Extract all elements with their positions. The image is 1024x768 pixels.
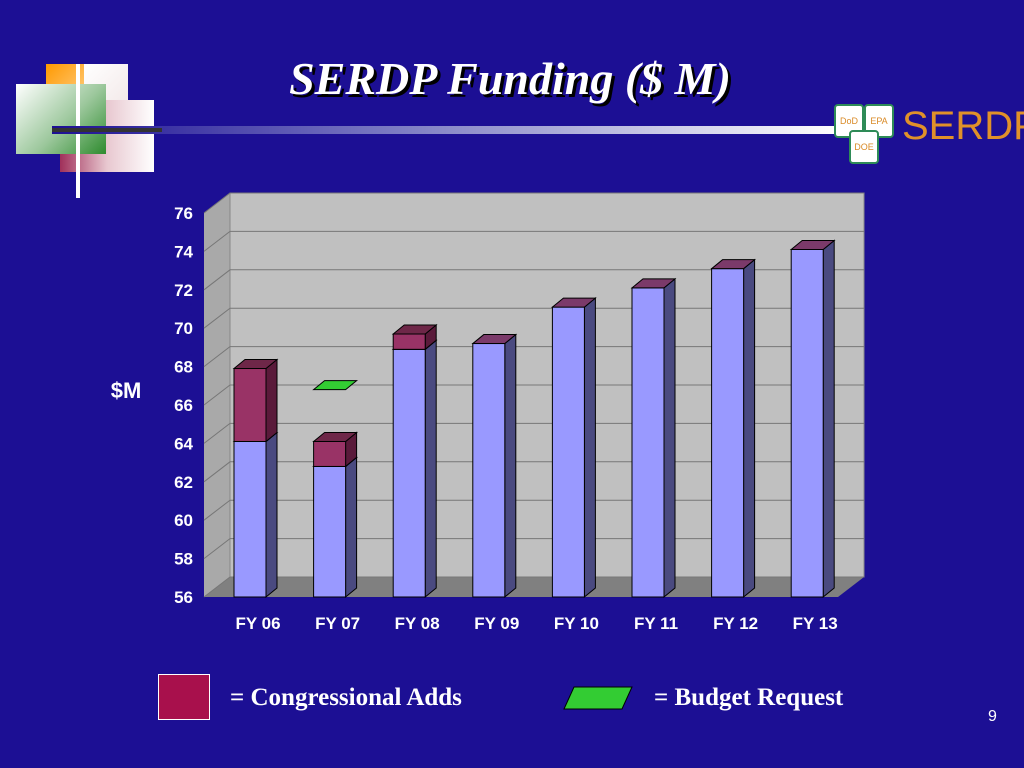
y-tick-label: 66: [174, 396, 193, 415]
bar-base-side: [424, 339, 437, 599]
chart-floor: [204, 577, 864, 597]
bar-base: [631, 287, 665, 598]
y-tick-label: 74: [174, 242, 193, 261]
y-tick-label: 70: [174, 319, 193, 338]
legend-swatch-budget-request: [563, 686, 633, 710]
y-tick-label: 72: [174, 281, 193, 300]
decor-green-square: [16, 84, 106, 154]
bar-base: [711, 268, 745, 598]
x-tick-label: FY 06: [235, 614, 280, 633]
bar-congressional-add-top: [232, 359, 279, 370]
x-tick-label: FY 12: [713, 614, 758, 633]
y-tick-label: 76: [174, 204, 193, 223]
y-axis-label: $M: [111, 378, 142, 403]
bar-congressional-add: [313, 440, 347, 467]
x-tick-label: FY 07: [315, 614, 360, 633]
x-tick-label: FY 10: [554, 614, 599, 633]
slide-title: SERDP Funding ($ M): [289, 53, 731, 104]
y-tick-label: 56: [174, 588, 193, 607]
bar-base: [472, 343, 506, 598]
y-tick-label: 62: [174, 473, 193, 492]
gridline: [203, 230, 864, 252]
y-tick-label: 64: [174, 434, 193, 453]
y-tick-label: 68: [174, 358, 193, 377]
x-tick-label: FY 08: [395, 614, 440, 633]
bar-base-top: [550, 297, 597, 308]
y-tick-label: 60: [174, 511, 193, 530]
gridline: [203, 269, 864, 291]
bar-base-top: [471, 334, 518, 345]
bar-congressional-add-top: [391, 324, 438, 335]
decor-dark-line: [52, 128, 162, 132]
bar-base: [313, 465, 347, 598]
x-tick-label: FY 13: [793, 614, 838, 633]
bar-congressional-add: [233, 368, 267, 442]
logo-agency-doe: DOE: [849, 130, 879, 164]
y-tick-label: 58: [174, 550, 193, 569]
legend-swatch-congressional: [158, 674, 210, 720]
bar-base-top: [710, 259, 757, 270]
bar-base: [551, 306, 585, 598]
bar-congressional-add-side: [265, 358, 278, 443]
budget-request-marker: [312, 380, 359, 391]
legend-label-budget-request: = Budget Request: [654, 684, 844, 711]
bar-base-side: [345, 456, 358, 599]
bar-base-side: [663, 277, 676, 599]
bar-base-side: [822, 239, 835, 599]
bar-base: [392, 348, 426, 598]
bar-base: [233, 440, 267, 598]
page-number: 9: [988, 708, 997, 725]
bar-base-side: [743, 258, 756, 599]
bar-congressional-add: [392, 333, 426, 350]
bar-base-top: [630, 278, 677, 289]
serdp-logo-text: SERDP: [902, 104, 1024, 148]
bar-base-side: [583, 297, 596, 599]
x-tick-label: FY 09: [474, 614, 519, 633]
bar-base: [790, 248, 824, 598]
bar-congressional-add-top: [312, 431, 359, 442]
bar-base-side: [265, 431, 278, 599]
legend-label-congressional-adds: = Congressional Adds: [230, 684, 462, 711]
gridline: [203, 192, 864, 214]
title-rule: [52, 126, 840, 134]
x-tick-label: FY 11: [634, 614, 678, 633]
bar-base-side: [504, 333, 517, 599]
bar-base-top: [789, 239, 836, 250]
